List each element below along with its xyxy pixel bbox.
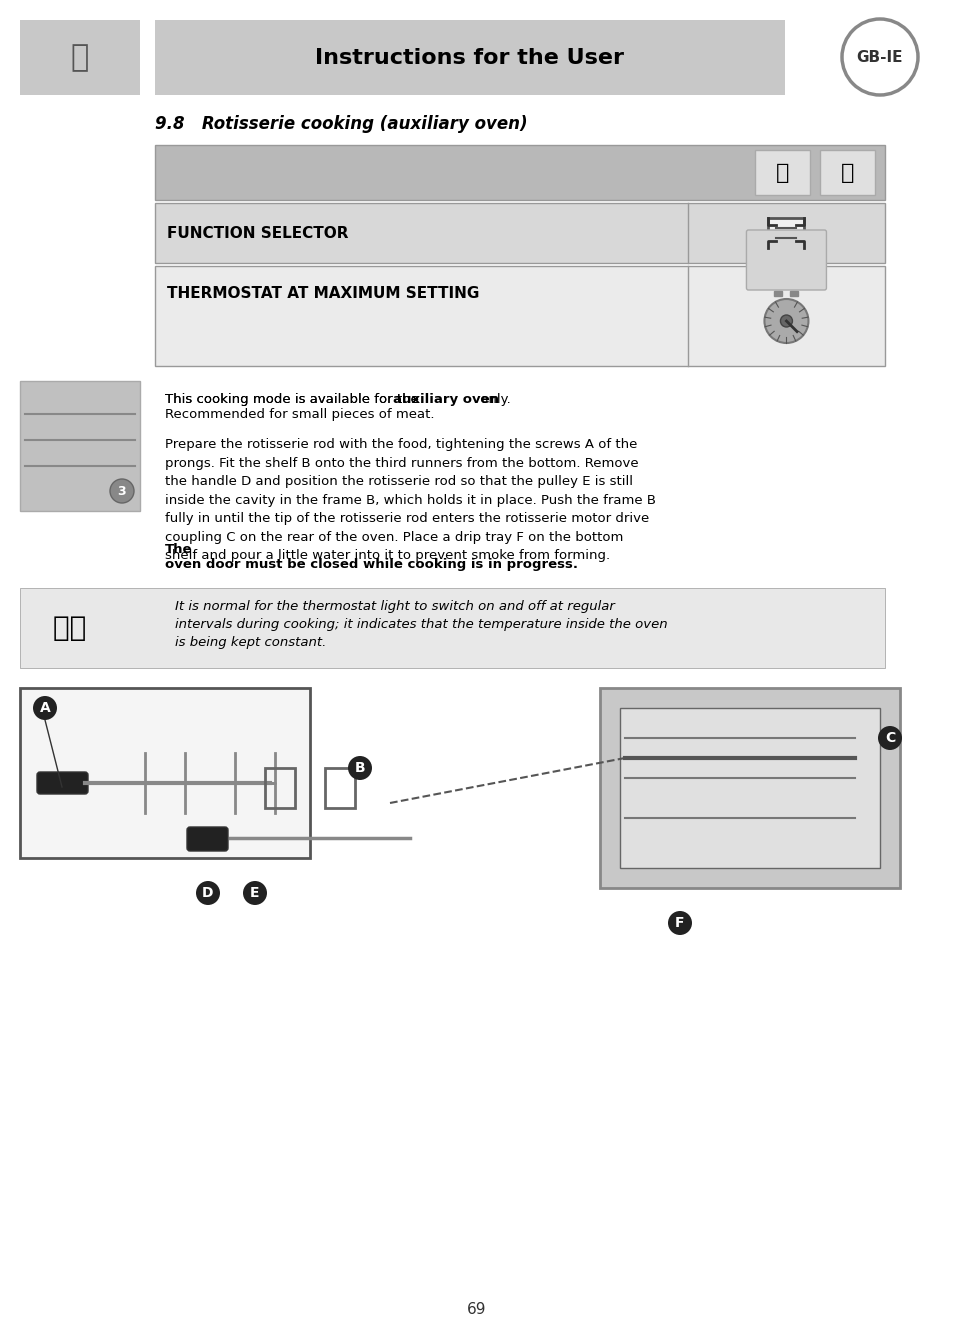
FancyBboxPatch shape bbox=[820, 150, 874, 195]
FancyBboxPatch shape bbox=[754, 150, 809, 195]
Text: The: The bbox=[165, 542, 193, 556]
FancyBboxPatch shape bbox=[20, 20, 140, 95]
Text: This cooking mode is available for the: This cooking mode is available for the bbox=[165, 393, 423, 406]
Text: Instructions for the User: Instructions for the User bbox=[315, 48, 624, 68]
Text: GB-IE: GB-IE bbox=[856, 49, 902, 64]
Circle shape bbox=[763, 299, 807, 343]
Text: Prepare the rotisserie rod with the food, tightening the screws A of the
prongs.: Prepare the rotisserie rod with the food… bbox=[165, 438, 656, 562]
FancyBboxPatch shape bbox=[768, 218, 803, 248]
Text: D: D bbox=[202, 886, 213, 900]
Text: A: A bbox=[40, 701, 51, 715]
FancyBboxPatch shape bbox=[20, 381, 140, 510]
FancyBboxPatch shape bbox=[154, 203, 884, 263]
Text: 🍴: 🍴 bbox=[71, 43, 89, 72]
Text: oven door must be closed while cooking is in progress.: oven door must be closed while cooking i… bbox=[165, 558, 578, 570]
Circle shape bbox=[348, 756, 372, 780]
Circle shape bbox=[877, 725, 901, 749]
Text: E: E bbox=[250, 886, 259, 900]
FancyBboxPatch shape bbox=[187, 827, 228, 851]
Text: FUNCTION SELECTOR: FUNCTION SELECTOR bbox=[167, 226, 348, 240]
FancyBboxPatch shape bbox=[599, 688, 899, 888]
FancyBboxPatch shape bbox=[619, 708, 879, 868]
Circle shape bbox=[33, 696, 57, 720]
Text: 👨‍🍳: 👨‍🍳 bbox=[53, 615, 87, 643]
Text: 🥩: 🥩 bbox=[840, 163, 853, 183]
FancyBboxPatch shape bbox=[20, 588, 884, 668]
Text: only.: only. bbox=[476, 393, 510, 406]
FancyBboxPatch shape bbox=[790, 291, 798, 297]
Circle shape bbox=[780, 315, 792, 327]
Text: This cooking mode is available for the: This cooking mode is available for the bbox=[165, 393, 423, 406]
FancyBboxPatch shape bbox=[20, 688, 310, 858]
Text: B: B bbox=[355, 762, 365, 775]
FancyBboxPatch shape bbox=[154, 266, 884, 366]
FancyBboxPatch shape bbox=[37, 772, 88, 794]
Text: 9.8   Rotisserie cooking (auxiliary oven): 9.8 Rotisserie cooking (auxiliary oven) bbox=[154, 115, 527, 134]
FancyBboxPatch shape bbox=[745, 230, 825, 290]
Circle shape bbox=[243, 880, 267, 904]
FancyBboxPatch shape bbox=[154, 20, 784, 95]
Circle shape bbox=[110, 480, 133, 502]
Circle shape bbox=[667, 911, 691, 935]
Text: THERMOSTAT AT MAXIMUM SETTING: THERMOSTAT AT MAXIMUM SETTING bbox=[167, 286, 478, 301]
Text: 69: 69 bbox=[467, 1303, 486, 1317]
Text: Recommended for small pieces of meat.: Recommended for small pieces of meat. bbox=[165, 407, 434, 421]
Text: auxiliary oven: auxiliary oven bbox=[393, 393, 498, 406]
FancyBboxPatch shape bbox=[154, 146, 884, 200]
Text: F: F bbox=[675, 916, 684, 930]
Circle shape bbox=[195, 880, 220, 904]
Text: It is normal for the thermostat light to switch on and off at regular
intervals : It is normal for the thermostat light to… bbox=[174, 600, 667, 649]
FancyBboxPatch shape bbox=[774, 291, 781, 297]
Text: 3: 3 bbox=[117, 485, 126, 497]
Text: 🍖: 🍖 bbox=[775, 163, 788, 183]
Text: C: C bbox=[884, 731, 894, 745]
